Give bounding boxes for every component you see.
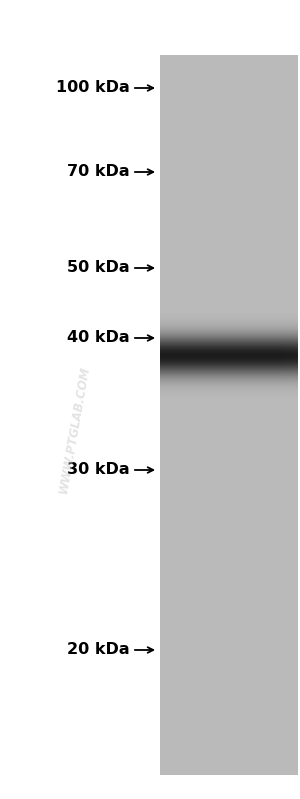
Text: 40 kDa: 40 kDa — [68, 331, 130, 345]
Text: WWW.PTGLAB.COM: WWW.PTGLAB.COM — [57, 365, 93, 495]
Text: 30 kDa: 30 kDa — [68, 463, 130, 478]
Text: 100 kDa: 100 kDa — [56, 81, 130, 96]
Text: 20 kDa: 20 kDa — [68, 642, 130, 658]
Text: 70 kDa: 70 kDa — [68, 165, 130, 180]
Text: 50 kDa: 50 kDa — [68, 260, 130, 276]
